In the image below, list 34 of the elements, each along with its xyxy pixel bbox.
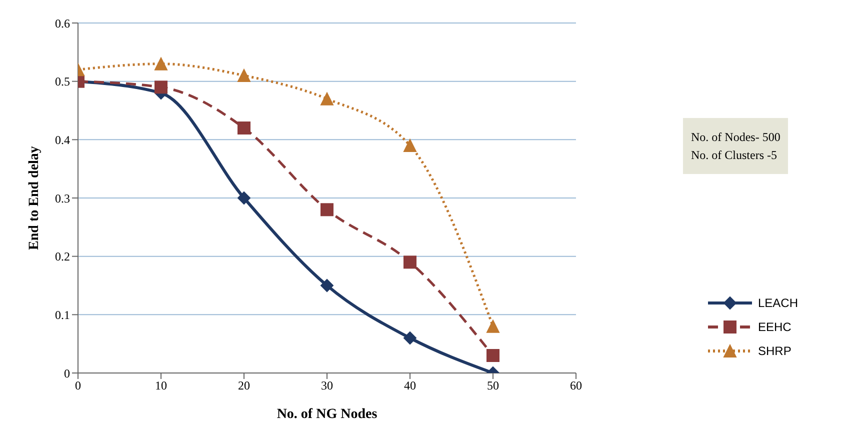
point <box>320 279 334 292</box>
x-tick-label: 20 <box>238 378 250 393</box>
y-tick-label: 0.1 <box>55 308 70 322</box>
x-tick-label: 40 <box>404 378 416 393</box>
point <box>403 139 416 152</box>
point <box>154 80 168 94</box>
y-tick-label: 0.6 <box>55 16 70 30</box>
y-tick-label: 0.2 <box>55 250 70 264</box>
legend-label: EEHC <box>758 320 792 334</box>
point <box>486 349 500 362</box>
point <box>237 69 250 82</box>
y-axis-title: End to End delay <box>26 146 42 250</box>
point <box>237 192 250 204</box>
y-tick-label: 0.4 <box>55 132 70 147</box>
x-tick-label: 50 <box>486 378 499 393</box>
text: No. of Nodes- 500 <box>691 129 780 146</box>
x-axis-title: No. of NG Nodes <box>276 407 378 422</box>
legend-label: LEACH <box>758 296 798 310</box>
x-tick-label: 10 <box>154 378 167 393</box>
point <box>403 332 416 344</box>
x-tick-label: 60 <box>570 378 582 393</box>
text: No. of Clusters -5 <box>691 147 778 164</box>
legend-label: SHRP <box>758 344 792 358</box>
y-tick-label: 0 <box>64 366 70 380</box>
x-tick-label: 30 <box>320 378 333 393</box>
x-tick-label: 0 <box>75 378 81 393</box>
point <box>320 203 334 216</box>
point <box>154 57 168 70</box>
y-tick-label: 0.5 <box>55 74 70 89</box>
point <box>320 92 334 106</box>
point <box>486 320 500 333</box>
point <box>237 122 250 134</box>
y-tick-label: 0.3 <box>55 191 70 206</box>
point <box>403 256 416 269</box>
